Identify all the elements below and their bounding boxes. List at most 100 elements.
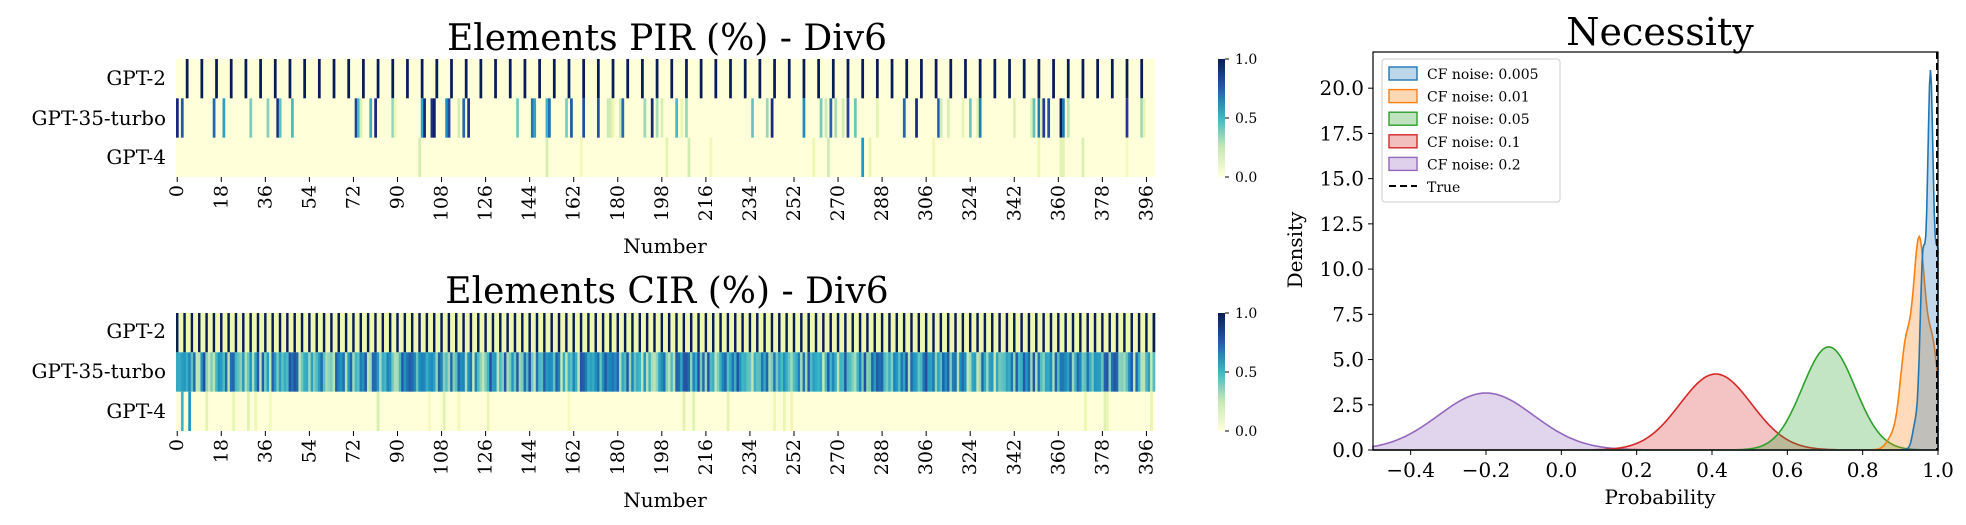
heatmap-cell (868, 352, 872, 392)
heatmap-cell (176, 352, 179, 392)
heatmap-cell (1120, 352, 1124, 392)
heatmap-cell (376, 313, 380, 353)
heatmap-cell (648, 313, 652, 353)
heatmap-cell (567, 59, 571, 99)
heatmap-cell (484, 313, 488, 353)
heatmap-cell (217, 352, 221, 392)
heatmap-cell (513, 313, 517, 353)
heatmap-cell (917, 313, 921, 353)
heatmap-cell (831, 352, 835, 392)
heatmap-cell (322, 313, 326, 353)
heatmap-cell (670, 313, 674, 353)
heatmap-cell (993, 352, 997, 392)
necessity-title: Necessity (1566, 10, 1754, 54)
y-tick-label: 10.0 (1319, 257, 1364, 281)
heatmap-cell (714, 352, 718, 392)
heatmap-cell (1069, 313, 1073, 353)
heatmap-cell (846, 59, 850, 99)
heatmap-cell (1000, 352, 1004, 392)
cir-x-axis-label: Number (623, 488, 707, 512)
heatmap-cell (308, 352, 311, 392)
heatmap-cell (846, 352, 850, 392)
heatmap-cell (680, 98, 683, 138)
heatmap-cell (1132, 352, 1136, 392)
heatmap-cell (851, 352, 855, 392)
heatmap-cell (817, 352, 820, 392)
pir-colorbar-tick-05: 0.5 (1235, 111, 1257, 127)
heatmap-cell (866, 313, 869, 353)
heatmap-cell (254, 313, 258, 353)
heatmap-cell (738, 313, 742, 353)
heatmap-cell (499, 313, 502, 353)
heatmap-cell (303, 352, 307, 392)
heatmap-cell (920, 313, 923, 353)
heatmap-cell (506, 352, 510, 392)
heatmap-cell (278, 313, 282, 353)
heatmap-cell (619, 98, 622, 138)
heatmap-cell (1096, 59, 1100, 99)
heatmap-cell (337, 313, 341, 353)
x-tick-label: 378 (1091, 439, 1113, 475)
heatmap-cell (1042, 352, 1046, 392)
heatmap-cell (455, 352, 458, 392)
heatmap-cell (572, 313, 576, 353)
heatmap-cell (849, 313, 852, 353)
heatmap-cell (878, 352, 882, 392)
heatmap-cell (1088, 352, 1092, 392)
heatmap-cell (760, 352, 764, 392)
x-tick-label: 378 (1091, 185, 1113, 221)
heatmap-cell (432, 352, 436, 392)
heatmap-cell (1057, 313, 1060, 353)
heatmap-cell (317, 313, 321, 353)
heatmap-cell (868, 313, 872, 353)
heatmap-cell (557, 352, 561, 392)
heatmap-cell (193, 313, 196, 353)
heatmap-cell (1142, 98, 1146, 138)
heatmap-cell (195, 352, 199, 392)
legend-label-true: True (1427, 180, 1460, 196)
heatmap-cell (254, 352, 258, 392)
heatmap-cell (790, 313, 794, 353)
heatmap-cell (736, 313, 740, 353)
heatmap-cell (584, 313, 588, 353)
heatmap-cell (264, 352, 267, 392)
heatmap-cell (746, 352, 750, 392)
heatmap-cell (606, 352, 610, 392)
heatmap-cell (978, 313, 982, 353)
heatmap-cell (1037, 352, 1041, 392)
heatmap-cell (579, 313, 583, 353)
heatmap-cell (403, 313, 407, 353)
heatmap-cell (609, 313, 612, 353)
heatmap-cell (579, 352, 583, 392)
heatmap-cell (198, 313, 201, 353)
heatmap-cell (283, 352, 287, 392)
x-tick-label: 90 (386, 439, 408, 463)
heatmap-cell (188, 391, 191, 431)
heatmap-cell (809, 313, 813, 353)
heatmap-cell (601, 313, 605, 353)
heatmap-cell (1096, 352, 1100, 392)
x-tick-label: 216 (695, 439, 717, 475)
heatmap-cell (880, 352, 884, 392)
heatmap-cell (457, 313, 461, 353)
heatmap-cell (401, 352, 404, 392)
heatmap-cell (234, 352, 238, 392)
heatmap-cell (283, 313, 287, 353)
heatmap-cell (237, 352, 240, 392)
heatmap-cell (729, 352, 732, 392)
heatmap-cell (269, 352, 272, 392)
heatmap-cell (868, 137, 872, 177)
heatmap-cell (741, 313, 745, 353)
heatmap-cell (645, 352, 649, 392)
y-tick-label: 0.0 (1332, 438, 1364, 462)
x-tick-label: 270 (827, 439, 849, 475)
heatmap-cell (374, 98, 377, 138)
heatmap-cell (261, 313, 265, 353)
heatmap-cell (374, 352, 377, 392)
heatmap-cell (420, 59, 424, 99)
heatmap-cell (675, 98, 679, 138)
heatmap-cell (1137, 313, 1141, 353)
heatmap-cell (682, 313, 686, 353)
heatmap-cell (672, 352, 676, 392)
cir-heatmap-cells (176, 313, 1156, 431)
